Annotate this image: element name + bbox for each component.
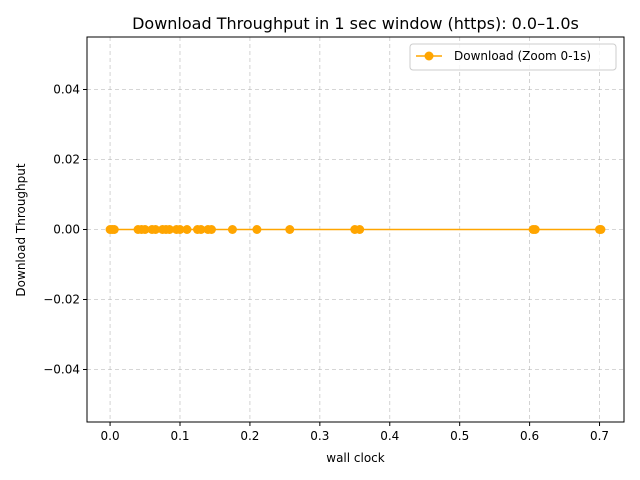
y-axis-label: Download Throughput <box>14 163 28 296</box>
x-tick-label: 0.5 <box>450 429 469 443</box>
x-axis-label: wall clock <box>326 451 385 465</box>
x-tick-label: 0.7 <box>590 429 609 443</box>
data-point <box>140 225 150 234</box>
data-point <box>206 225 216 234</box>
data-point <box>355 225 365 234</box>
data-point <box>596 225 606 234</box>
data-point <box>252 225 262 234</box>
x-tick-label: 0.1 <box>170 429 189 443</box>
legend-label: Download (Zoom 0-1s) <box>454 49 591 63</box>
y-tick-label: 0.04 <box>53 83 80 97</box>
y-tick-label: 0.02 <box>53 153 80 167</box>
y-tick-label: 0.00 <box>53 223 80 237</box>
x-axis-ticks: 0.0 0.1 0.2 0.3 0.4 0.5 0.6 0.7 <box>101 422 609 443</box>
x-tick-label: 0.2 <box>240 429 259 443</box>
x-tick-label: 0.6 <box>520 429 539 443</box>
data-point <box>182 225 192 234</box>
data-point <box>109 225 119 234</box>
x-tick-label: 0.4 <box>380 429 399 443</box>
data-point <box>151 225 161 234</box>
data-point <box>175 225 185 234</box>
x-tick-label: 0.0 <box>101 429 120 443</box>
data-point <box>165 225 175 234</box>
y-tick-label: −0.02 <box>43 293 80 307</box>
chart-title: Download Throughput in 1 sec window (htt… <box>132 14 579 33</box>
legend: Download (Zoom 0-1s) <box>409 43 617 71</box>
x-tick-label: 0.3 <box>310 429 329 443</box>
data-point <box>227 225 237 234</box>
legend-marker-swatch <box>424 51 434 61</box>
y-tick-label: −0.04 <box>43 363 80 377</box>
series-layer <box>105 225 606 234</box>
legend-box <box>409 43 617 71</box>
data-point <box>196 225 206 234</box>
y-axis-ticks: −0.04 −0.02 0.00 0.02 0.04 <box>43 83 87 377</box>
data-point <box>285 225 295 234</box>
data-point <box>530 225 540 234</box>
